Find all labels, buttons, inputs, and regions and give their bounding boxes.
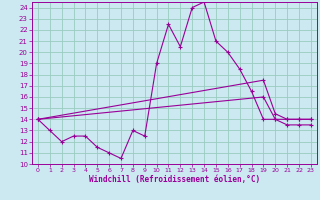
X-axis label: Windchill (Refroidissement éolien,°C): Windchill (Refroidissement éolien,°C) (89, 175, 260, 184)
